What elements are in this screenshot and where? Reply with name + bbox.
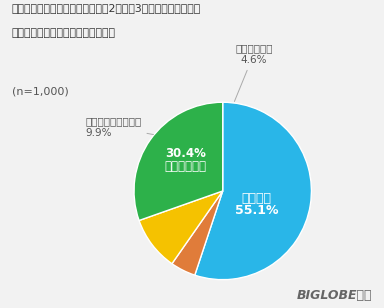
Wedge shape bbox=[195, 102, 311, 280]
Text: 緊急事態宣言の発出をしてほしいか: 緊急事態宣言の発出をしてほしいか bbox=[12, 28, 116, 38]
Text: あまりそう思わない
9.9%: あまりそう思わない 9.9% bbox=[85, 116, 154, 138]
Text: 今後新型コロナウイルス流行の第2波、第3波が発生した場合、: 今後新型コロナウイルス流行の第2波、第3波が発生した場合、 bbox=[12, 3, 201, 13]
Text: ややそう思う: ややそう思う bbox=[164, 160, 207, 172]
Text: そう思う: そう思う bbox=[242, 192, 271, 205]
Text: 55.1%: 55.1% bbox=[235, 204, 278, 217]
Wedge shape bbox=[172, 191, 223, 275]
Text: 30.4%: 30.4% bbox=[165, 147, 206, 160]
Wedge shape bbox=[139, 191, 223, 264]
Text: そう思わない
4.6%: そう思わない 4.6% bbox=[234, 43, 273, 101]
Wedge shape bbox=[134, 102, 223, 221]
Text: BIGLOBE調べ: BIGLOBE調べ bbox=[297, 289, 372, 302]
Text: (n=1,000): (n=1,000) bbox=[12, 86, 68, 96]
